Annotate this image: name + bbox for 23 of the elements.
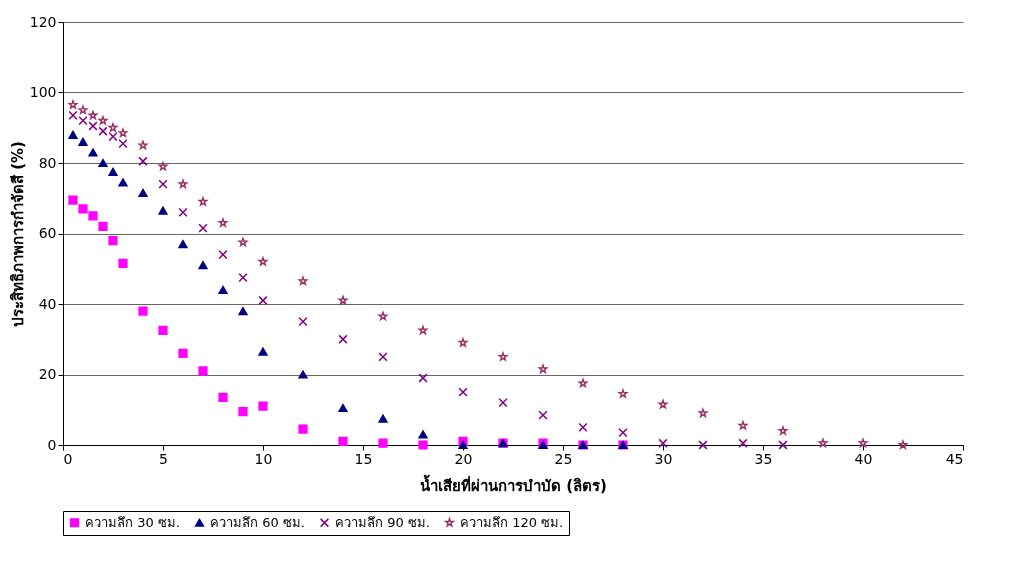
y-tick-label: 80 bbox=[38, 154, 57, 171]
y-tick-label: 60 bbox=[38, 225, 57, 241]
y-tick-label: 40 bbox=[38, 295, 57, 312]
x-tick-label: 40 bbox=[854, 450, 873, 467]
y-tick-label: 0 bbox=[47, 436, 57, 453]
x-tick-label: 45 bbox=[945, 450, 964, 467]
x-tick-label: 20 bbox=[454, 450, 473, 467]
y-tick-label: 20 bbox=[38, 366, 57, 382]
y-tick-label: 120 bbox=[29, 13, 57, 30]
x-tick-label: 0 bbox=[63, 450, 73, 467]
legend-label: ความลึก 60 ซม. bbox=[210, 514, 305, 530]
x-tick-label: 30 bbox=[654, 450, 673, 467]
x-tick-label: 25 bbox=[554, 450, 573, 467]
x-tick-label: 15 bbox=[354, 450, 373, 467]
x-tick-label: 10 bbox=[254, 450, 273, 467]
y-tick-label: 100 bbox=[29, 84, 57, 100]
x-axis-title: น้ำเสียที่ผ่านการบำบัด (ลิตร) bbox=[420, 473, 607, 495]
legend-label: ความลึก 120 ซม. bbox=[460, 514, 564, 530]
y-axis-title: ประสิทธิภาพการกำจัดสี (%) bbox=[8, 141, 27, 327]
legend-label: ความลึก 90 ซม. bbox=[335, 514, 430, 530]
x-tick-label: 35 bbox=[754, 450, 773, 467]
legend-label: ความลึก 30 ซม. bbox=[85, 514, 180, 530]
x-tick-label: 5 bbox=[159, 450, 168, 467]
